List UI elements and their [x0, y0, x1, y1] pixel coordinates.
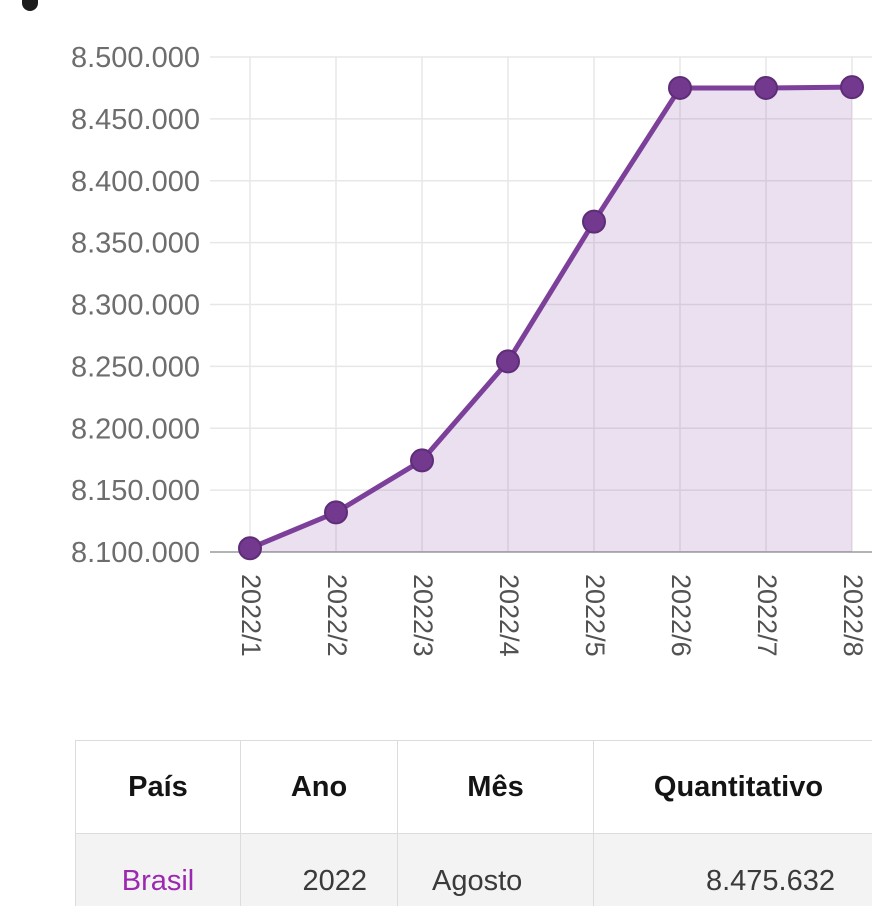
data-point[interactable]: [324, 500, 348, 525]
y-axis-label: 8.100.000: [71, 537, 200, 569]
data-table: País Ano Mês Quantitativo Brasil 2022 Ag…: [75, 740, 872, 906]
y-axis-label: 8.450.000: [71, 104, 200, 136]
data-point[interactable]: [840, 75, 864, 100]
col-header-quantitativo: Quantitativo: [593, 740, 872, 834]
x-axis-label: 2022/8: [838, 574, 868, 657]
x-axis-label: 2022/2: [322, 574, 352, 657]
series-line: [247, 84, 855, 551]
table-header-row: País Ano Mês Quantitativo: [75, 740, 872, 834]
data-point[interactable]: [754, 75, 778, 100]
data-point[interactable]: [582, 209, 606, 234]
cell-ano: 2022: [240, 833, 398, 906]
cell-mes: Agosto: [397, 833, 594, 906]
x-axis-label: 2022/6: [666, 574, 696, 657]
data-point[interactable]: [668, 75, 692, 100]
x-axis-label: 2022/5: [580, 574, 610, 657]
x-axis-label: 2022/4: [494, 574, 524, 657]
data-point[interactable]: [410, 448, 434, 473]
cropped-ui-fragment: [22, 0, 38, 11]
y-axis-label: 8.300.000: [71, 290, 200, 322]
data-point[interactable]: [496, 349, 520, 374]
x-axis-label: 2022/1: [236, 574, 266, 657]
y-axis-label: 8.500.000: [71, 42, 200, 74]
quantitativo-chart: 8.100.000 8.150.000 8.200.000 8.250.000 8.30…: [71, 42, 872, 657]
brasil-link[interactable]: Brasil: [121, 864, 195, 897]
table-row: Brasil 2022 Agosto 8.475.632: [75, 833, 872, 906]
chart-container: 8.100.000 8.150.000 8.200.000 8.250.000 8.30…: [71, 42, 872, 657]
col-header-pais: País: [75, 740, 241, 834]
x-axis-label: 2022/3: [408, 574, 438, 657]
data-table-container: País Ano Mês Quantitativo Brasil 2022 Ag…: [75, 740, 872, 906]
y-axis-label: 8.250.000: [71, 351, 200, 383]
cell-pais: Brasil: [75, 833, 241, 906]
area-fill: [250, 87, 852, 553]
cell-quantitativo: 8.475.632: [593, 833, 872, 906]
y-axis-label: 8.200.000: [71, 413, 200, 445]
y-axis-label: 8.350.000: [71, 228, 200, 260]
col-header-mes: Mês: [397, 740, 594, 834]
data-point[interactable]: [238, 536, 262, 561]
y-axis-label: 8.400.000: [71, 166, 200, 198]
y-axis-label: 8.150.000: [71, 475, 200, 507]
x-axis-label: 2022/7: [752, 574, 782, 657]
col-header-ano: Ano: [240, 740, 398, 834]
